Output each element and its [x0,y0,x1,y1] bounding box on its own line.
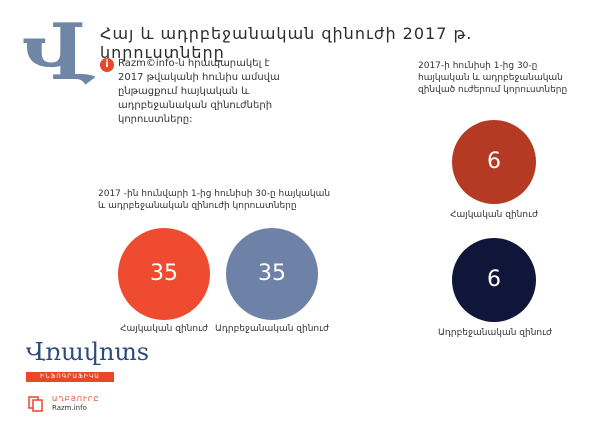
armenian-total-caption: Հայկական զինուժ [120,324,208,334]
source-label: ԱՂԲՅՈՒՐԸ [52,395,100,403]
right-section-label: 2017-ի հունիսի 1-ից 30-ը հայկական և ադրբ… [418,61,568,95]
armenian-june-caption: Հայկական զինուժ [450,210,538,220]
source-url[interactable]: Razm.info [52,404,87,412]
brand-tagline: ԻՆՖՈԳՐԱՖԻԿԱ [26,372,114,382]
info-text: Razm©info-ն հրապարակել է 2017 թվականի հո… [118,58,280,125]
armenian-june-circle: 6 [452,120,536,204]
azerbaijani-june-circle: 6 [452,238,536,322]
document-stack-icon [28,396,44,412]
brand-logo: Վռավոտs [26,338,150,366]
azerbaijani-total-circle: 35 [226,228,318,320]
azerbaijani-total-caption: Ադրբեջանական զինուժ [215,324,329,334]
armenian-total-circle: 35 [118,228,210,320]
info-icon: i [100,58,114,72]
left-section-label: 2017 -ին հունվարի 1-ից հունիսի 30-ը հայկ… [98,189,331,211]
page-title: Հայ և ադրբեջանական զինուժի 2017 թ. կորու… [100,24,473,62]
logo-letter: Վ [22,7,94,98]
azerbaijani-june-caption: Ադրբեջանական զինուժ [438,328,552,338]
